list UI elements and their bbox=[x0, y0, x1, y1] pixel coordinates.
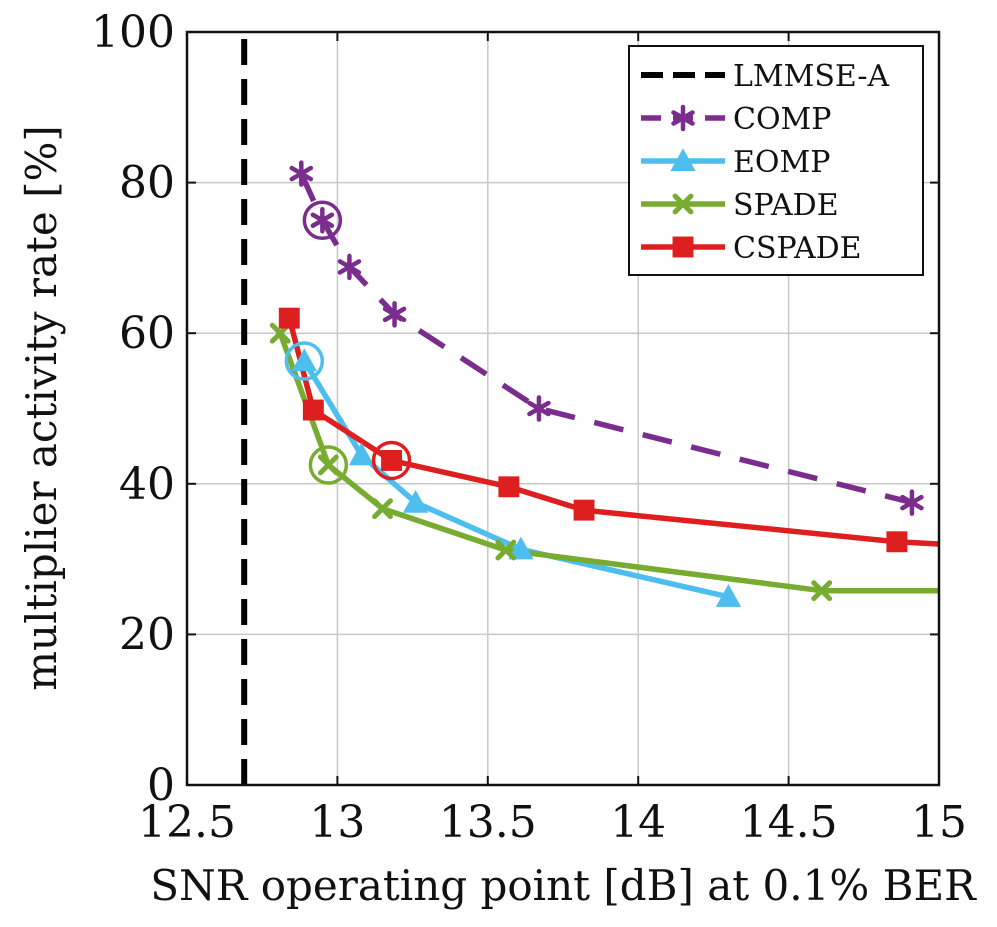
highlight-circle-eomp bbox=[284, 341, 325, 381]
series-line-comp bbox=[298, 172, 913, 506]
marker-cspade bbox=[302, 399, 324, 421]
x-tick-label: 13.5 bbox=[439, 797, 537, 848]
marker-eomp bbox=[715, 584, 742, 607]
legend-marker-cspade bbox=[672, 236, 694, 258]
x-tick-label: 14 bbox=[610, 797, 666, 848]
marker-layer bbox=[269, 160, 924, 607]
series-line-spade bbox=[277, 332, 939, 594]
y-axis-label: multiplier activity rate [%] bbox=[17, 125, 66, 691]
legend-label-eomp: EOMP bbox=[733, 145, 830, 180]
legend: LMMSE-A COMP EOMP SPADE CSPADE bbox=[628, 45, 924, 276]
x-tick-label: 15 bbox=[911, 797, 967, 848]
x-axis-label: SNR operating point [dB] at 0.1% BER bbox=[150, 861, 977, 910]
legend-label-spade: SPADE bbox=[733, 188, 839, 223]
y-tick-label: 40 bbox=[119, 459, 175, 510]
x-tick-label: 14.5 bbox=[740, 797, 838, 848]
marker-comp bbox=[900, 489, 924, 516]
marker-spade bbox=[811, 580, 833, 602]
marker-comp bbox=[310, 207, 335, 234]
marker-cspade bbox=[498, 476, 520, 498]
y-tick-label: 80 bbox=[119, 158, 175, 209]
x-tick-label: 12.5 bbox=[138, 797, 236, 848]
legend-marker-comp bbox=[671, 104, 695, 132]
x-tick-label: 13 bbox=[309, 797, 365, 848]
marker-cspade bbox=[278, 307, 300, 329]
marker-spade bbox=[372, 498, 393, 520]
legend-marker-spade bbox=[672, 193, 694, 215]
legend-label-comp: COMP bbox=[733, 102, 831, 137]
marker-spade bbox=[317, 454, 339, 476]
marker-cspade bbox=[381, 450, 402, 471]
ticks: 12.5 13 13.5 14 14.5 15 0 20 40 60 80 100 bbox=[91, 7, 967, 848]
marker-eomp bbox=[348, 442, 375, 466]
highlight-circle-cspade bbox=[371, 440, 412, 481]
y-tick-label: 20 bbox=[119, 609, 175, 660]
marker-comp bbox=[337, 253, 362, 281]
marker-eomp bbox=[508, 536, 534, 560]
marker-eomp bbox=[402, 489, 429, 513]
highlight-circle-comp bbox=[302, 200, 343, 240]
marker-eomp bbox=[291, 348, 317, 372]
plot-frame bbox=[185, 30, 941, 787]
marker-cspade bbox=[886, 531, 908, 553]
highlight-circle-spade bbox=[308, 445, 349, 485]
marker-comp bbox=[382, 301, 407, 328]
legend-label-lmmse-a: LMMSE-A bbox=[733, 59, 890, 94]
marker-comp bbox=[289, 160, 314, 187]
y-tick-label: 60 bbox=[119, 308, 175, 359]
marker-spade bbox=[495, 539, 517, 561]
y-tick-label: 100 bbox=[91, 7, 175, 58]
legend-label-cspade: CSPADE bbox=[733, 231, 862, 266]
marker-comp bbox=[527, 395, 551, 422]
marker-cspade bbox=[573, 499, 595, 521]
legend-marker-eomp bbox=[670, 148, 696, 172]
y-tick-label: 0 bbox=[147, 760, 175, 811]
